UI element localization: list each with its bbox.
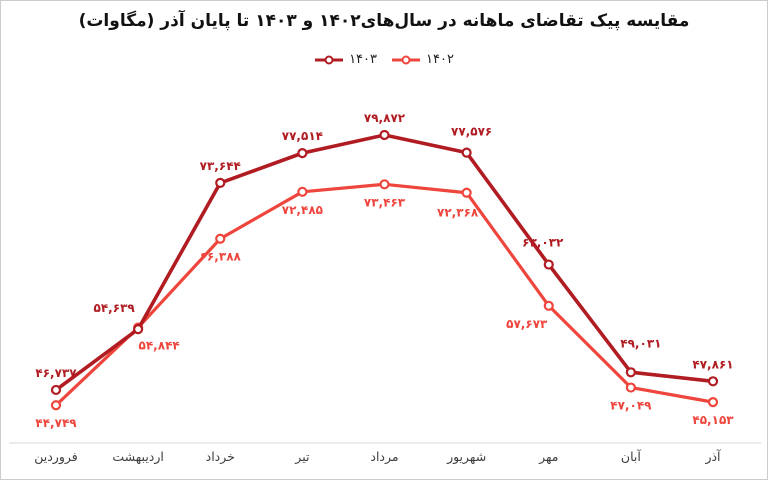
data-point-1402-7 [625, 382, 636, 393]
data-point-1403-3 [297, 148, 308, 159]
legend-swatch-1403 [315, 55, 344, 64]
x-axis-label-3: تیر [294, 449, 310, 465]
data-point-1402-3 [297, 186, 308, 197]
series-line-1402 [54, 182, 715, 407]
data-label-1402-7: ۴۷,۰۴۹ [610, 399, 652, 413]
data-point-1403-4 [379, 129, 390, 141]
data-point-1402-6 [543, 300, 554, 311]
data-point-1402-8 [707, 397, 719, 408]
legend-label-1402: ۱۴۰۲ [426, 52, 454, 67]
data-point-1403-6 [543, 259, 554, 270]
data-label-1402-1: ۵۴,۸۴۴ [139, 339, 180, 353]
data-point-1403-2 [215, 177, 226, 189]
legend-item-1402[interactable]: ۱۴۰۲ [391, 53, 454, 66]
data-label-1402-4: ۷۳,۴۶۳ [364, 195, 406, 209]
x-axis-label-7: آبان [621, 449, 641, 464]
x-axis-label-0: فروردین [34, 449, 78, 465]
data-point-1402-0 [50, 400, 62, 411]
x-axis-label-1: اردیبهشت [112, 449, 164, 465]
data-label-1403-6: ۶۳,۰۳۲ [522, 236, 564, 250]
legend-item-1403[interactable]: ۱۴۰۳ [314, 53, 377, 66]
x-axis-label-4: مرداد [370, 449, 398, 465]
data-label-1403-2: ۷۳,۶۴۴ [200, 159, 241, 173]
data-point-1403-8 [707, 376, 719, 387]
data-point-1403-5 [461, 147, 472, 158]
x-axis-label-2: خرداد [206, 449, 235, 465]
data-label-1403-7: ۴۹,۰۳۱ [620, 336, 661, 350]
x-axis-label-8: آذر [704, 449, 721, 465]
data-label-1403-1: ۵۴,۶۳۹ [94, 301, 136, 315]
data-label-1403-8: ۴۷,۸۶۱ [692, 357, 733, 371]
legend-swatch-1402 [392, 55, 420, 64]
data-label-1403-0: ۴۶,۷۳۷ [35, 366, 77, 380]
data-point-1402-5 [461, 187, 472, 198]
data-label-1402-6: ۵۷,۶۷۳ [506, 317, 548, 331]
data-label-1402-0: ۴۴,۷۴۹ [35, 416, 77, 430]
data-point-1402-4 [379, 179, 390, 190]
data-label-1402-5: ۷۲,۳۶۸ [437, 206, 479, 220]
data-label-1402-8: ۴۵,۱۵۳ [692, 413, 734, 427]
data-point-1403-1 [133, 324, 144, 335]
data-label-1402-3: ۷۲,۴۸۵ [282, 203, 323, 217]
data-label-1403-3: ۷۷,۵۱۴ [282, 129, 323, 143]
data-point-1402-2 [215, 233, 226, 244]
data-label-1403-4: ۷۹,۸۷۲ [364, 111, 406, 125]
x-axis-label-6: مهر [538, 449, 558, 465]
legend-label-1403: ۱۴۰۳ [349, 52, 377, 67]
data-label-1402-2: ۶۶,۳۸۸ [200, 250, 242, 264]
chart-title: مقایسه پیک تقاضای ماهانه در سال‌های۱۴۰۲ … [78, 11, 690, 31]
legend: ۱۴۰۳ ۱۴۰۲ [1, 53, 767, 66]
x-axis-label-5: شهریور [446, 449, 486, 465]
data-point-1403-0 [50, 384, 62, 396]
data-label-1403-5: ۷۷,۵۷۶ [451, 125, 492, 139]
data-point-1403-7 [625, 367, 636, 378]
